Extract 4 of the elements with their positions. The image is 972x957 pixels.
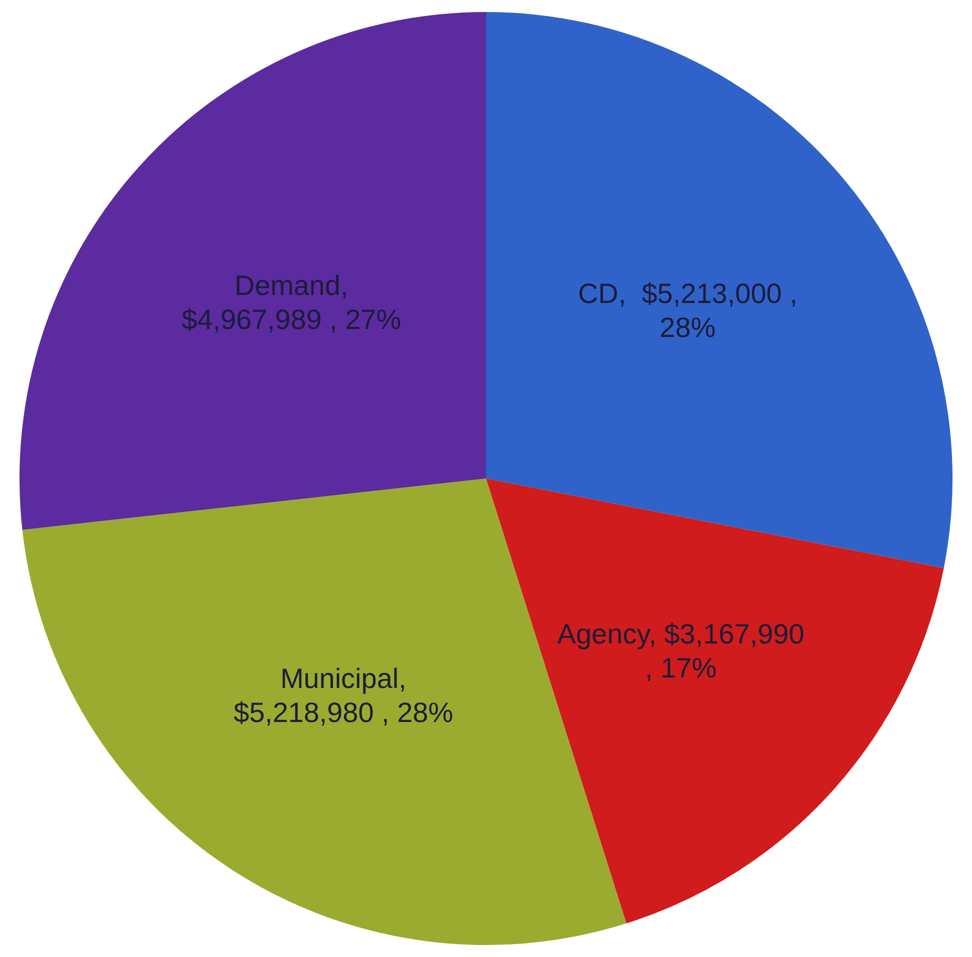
slice-label: CD, $5,213,000 , 28% (578, 278, 798, 344)
slice-label: Demand, $4,967,989 , 27% (182, 270, 402, 335)
slice-label: Municipal, $5,218,980 , 28% (234, 663, 454, 728)
slice-label: Agency, $3,167,990 , 17% (557, 618, 804, 684)
